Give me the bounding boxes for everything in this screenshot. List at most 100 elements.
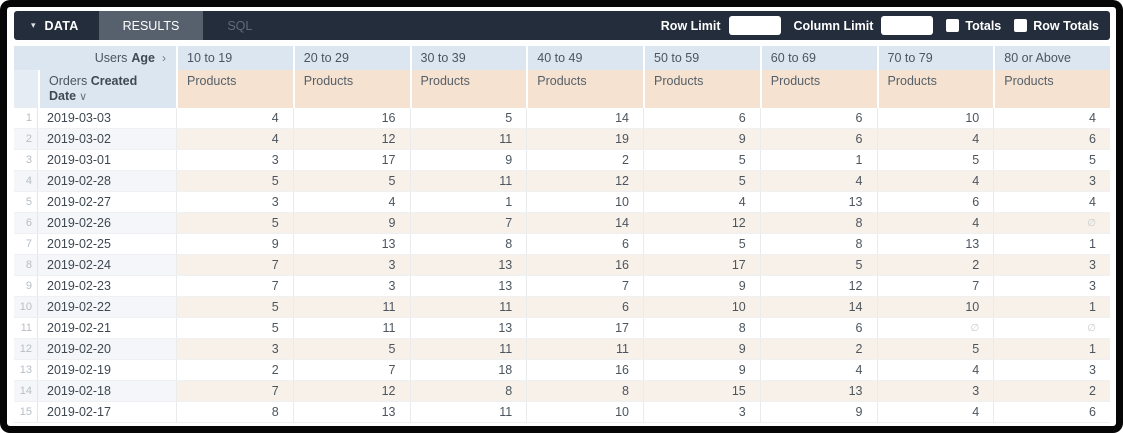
value-cell[interactable]: 4: [993, 108, 1110, 128]
null-value-cell[interactable]: ∅: [993, 213, 1110, 233]
value-cell[interactable]: 9: [759, 402, 877, 422]
pivot-value-header[interactable]: 50 to 59: [643, 46, 760, 70]
value-cell[interactable]: 2: [526, 150, 643, 170]
date-cell[interactable]: 2019-02-23: [47, 279, 111, 293]
value-cell[interactable]: 13: [409, 276, 527, 296]
pivot-value-header[interactable]: 10 to 19: [176, 46, 293, 70]
value-cell[interactable]: 4: [176, 129, 293, 149]
value-cell[interactable]: 16: [526, 360, 643, 380]
value-cell[interactable]: 7: [292, 360, 410, 380]
measure-header[interactable]: ProductsCount: [876, 70, 994, 108]
value-cell[interactable]: 2: [759, 339, 877, 359]
value-cell[interactable]: 8: [526, 381, 643, 401]
value-cell[interactable]: 1: [993, 297, 1110, 317]
value-cell[interactable]: 5: [643, 150, 760, 170]
pivot-value-header[interactable]: 60 to 69: [759, 46, 877, 70]
date-cell[interactable]: 2019-02-18: [38, 381, 176, 401]
date-cell[interactable]: 2019-02-17: [47, 405, 111, 419]
totals-checkbox[interactable]: [946, 19, 960, 32]
value-cell[interactable]: 5: [292, 171, 410, 191]
value-cell[interactable]: 12: [292, 129, 410, 149]
value-cell[interactable]: 3: [993, 360, 1110, 380]
value-cell[interactable]: 11: [292, 318, 410, 338]
value-cell[interactable]: 6: [759, 318, 877, 338]
value-cell[interactable]: 15: [643, 381, 760, 401]
value-cell[interactable]: 11: [409, 402, 527, 422]
value-cell[interactable]: 5: [876, 150, 994, 170]
data-section-toggle[interactable]: ▾ DATA: [14, 11, 99, 40]
value-cell[interactable]: 10: [526, 402, 643, 422]
value-cell[interactable]: 4: [876, 213, 994, 233]
value-cell[interactable]: 4: [643, 192, 760, 212]
value-cell[interactable]: 6: [759, 129, 877, 149]
date-cell[interactable]: 2019-02-24: [38, 255, 176, 275]
value-cell[interactable]: 11: [409, 339, 527, 359]
value-cell[interactable]: 7: [176, 255, 293, 275]
value-cell[interactable]: 3: [176, 150, 293, 170]
value-cell[interactable]: 4: [876, 402, 994, 422]
value-cell[interactable]: 5: [176, 318, 293, 338]
value-cell[interactable]: 9: [292, 213, 410, 233]
value-cell[interactable]: 4: [176, 108, 293, 128]
date-cell[interactable]: 2019-03-03: [47, 111, 111, 125]
value-cell[interactable]: 5: [643, 234, 760, 254]
totals-toggle[interactable]: Totals: [946, 19, 1001, 33]
row-limit-input[interactable]: [728, 16, 781, 35]
value-cell[interactable]: 6: [643, 108, 760, 128]
value-cell[interactable]: 3: [993, 276, 1110, 296]
measure-header[interactable]: ProductsCount: [176, 70, 293, 108]
date-cell[interactable]: 2019-03-02: [38, 129, 176, 149]
value-cell[interactable]: 12: [643, 213, 760, 233]
value-cell[interactable]: 12: [759, 276, 877, 296]
null-value-cell[interactable]: ∅: [876, 318, 994, 338]
value-cell[interactable]: 1: [409, 192, 527, 212]
date-cell[interactable]: 2019-02-25: [47, 237, 111, 251]
date-cell[interactable]: 2019-02-28: [38, 171, 176, 191]
value-cell[interactable]: 7: [176, 276, 293, 296]
value-cell[interactable]: 6: [526, 297, 643, 317]
date-cell[interactable]: 2019-02-27: [47, 195, 111, 209]
value-cell[interactable]: 10: [526, 192, 643, 212]
value-cell[interactable]: 17: [643, 255, 760, 275]
value-cell[interactable]: 11: [292, 297, 410, 317]
date-cell[interactable]: 2019-02-19: [47, 363, 111, 377]
value-cell[interactable]: 3: [292, 276, 410, 296]
value-cell[interactable]: 13: [409, 255, 527, 275]
value-cell[interactable]: 1: [993, 339, 1110, 359]
date-cell[interactable]: 2019-02-22: [38, 297, 176, 317]
value-cell[interactable]: 4: [759, 360, 877, 380]
value-cell[interactable]: 17: [526, 318, 643, 338]
measure-header[interactable]: ProductsCount: [643, 70, 760, 108]
value-cell[interactable]: 3: [993, 171, 1110, 191]
pivot-value-header[interactable]: 40 to 49: [526, 46, 643, 70]
value-cell[interactable]: 4: [292, 192, 410, 212]
value-cell[interactable]: 2: [876, 255, 994, 275]
pivot-value-header[interactable]: 70 to 79: [876, 46, 994, 70]
value-cell[interactable]: 3: [876, 381, 994, 401]
measure-header[interactable]: ProductsCount: [526, 70, 643, 108]
value-cell[interactable]: 16: [292, 108, 410, 128]
value-cell[interactable]: 18: [409, 360, 527, 380]
value-cell[interactable]: 7: [876, 276, 994, 296]
value-cell[interactable]: 2: [993, 381, 1110, 401]
value-cell[interactable]: 9: [643, 129, 760, 149]
row-dimension-header[interactable]: Orders Created Date ∨: [38, 70, 176, 108]
pivot-dimension-header[interactable]: Users Age ›: [14, 46, 176, 70]
value-cell[interactable]: 5: [292, 339, 410, 359]
pivot-value-header[interactable]: 30 to 39: [409, 46, 527, 70]
tab-sql[interactable]: SQL: [227, 18, 253, 33]
value-cell[interactable]: 6: [876, 192, 994, 212]
value-cell[interactable]: 12: [526, 171, 643, 191]
value-cell[interactable]: 13: [759, 381, 877, 401]
measure-header[interactable]: ProductsCount: [292, 70, 410, 108]
value-cell[interactable]: 7: [526, 276, 643, 296]
value-cell[interactable]: 8: [759, 234, 877, 254]
value-cell[interactable]: 11: [409, 171, 527, 191]
value-cell[interactable]: 7: [176, 381, 293, 401]
value-cell[interactable]: 9: [643, 276, 760, 296]
value-cell[interactable]: 13: [292, 234, 410, 254]
date-cell[interactable]: 2019-02-20: [38, 339, 176, 359]
value-cell[interactable]: 12: [292, 381, 410, 401]
value-cell[interactable]: 4: [876, 171, 994, 191]
null-value-cell[interactable]: ∅: [993, 318, 1110, 338]
